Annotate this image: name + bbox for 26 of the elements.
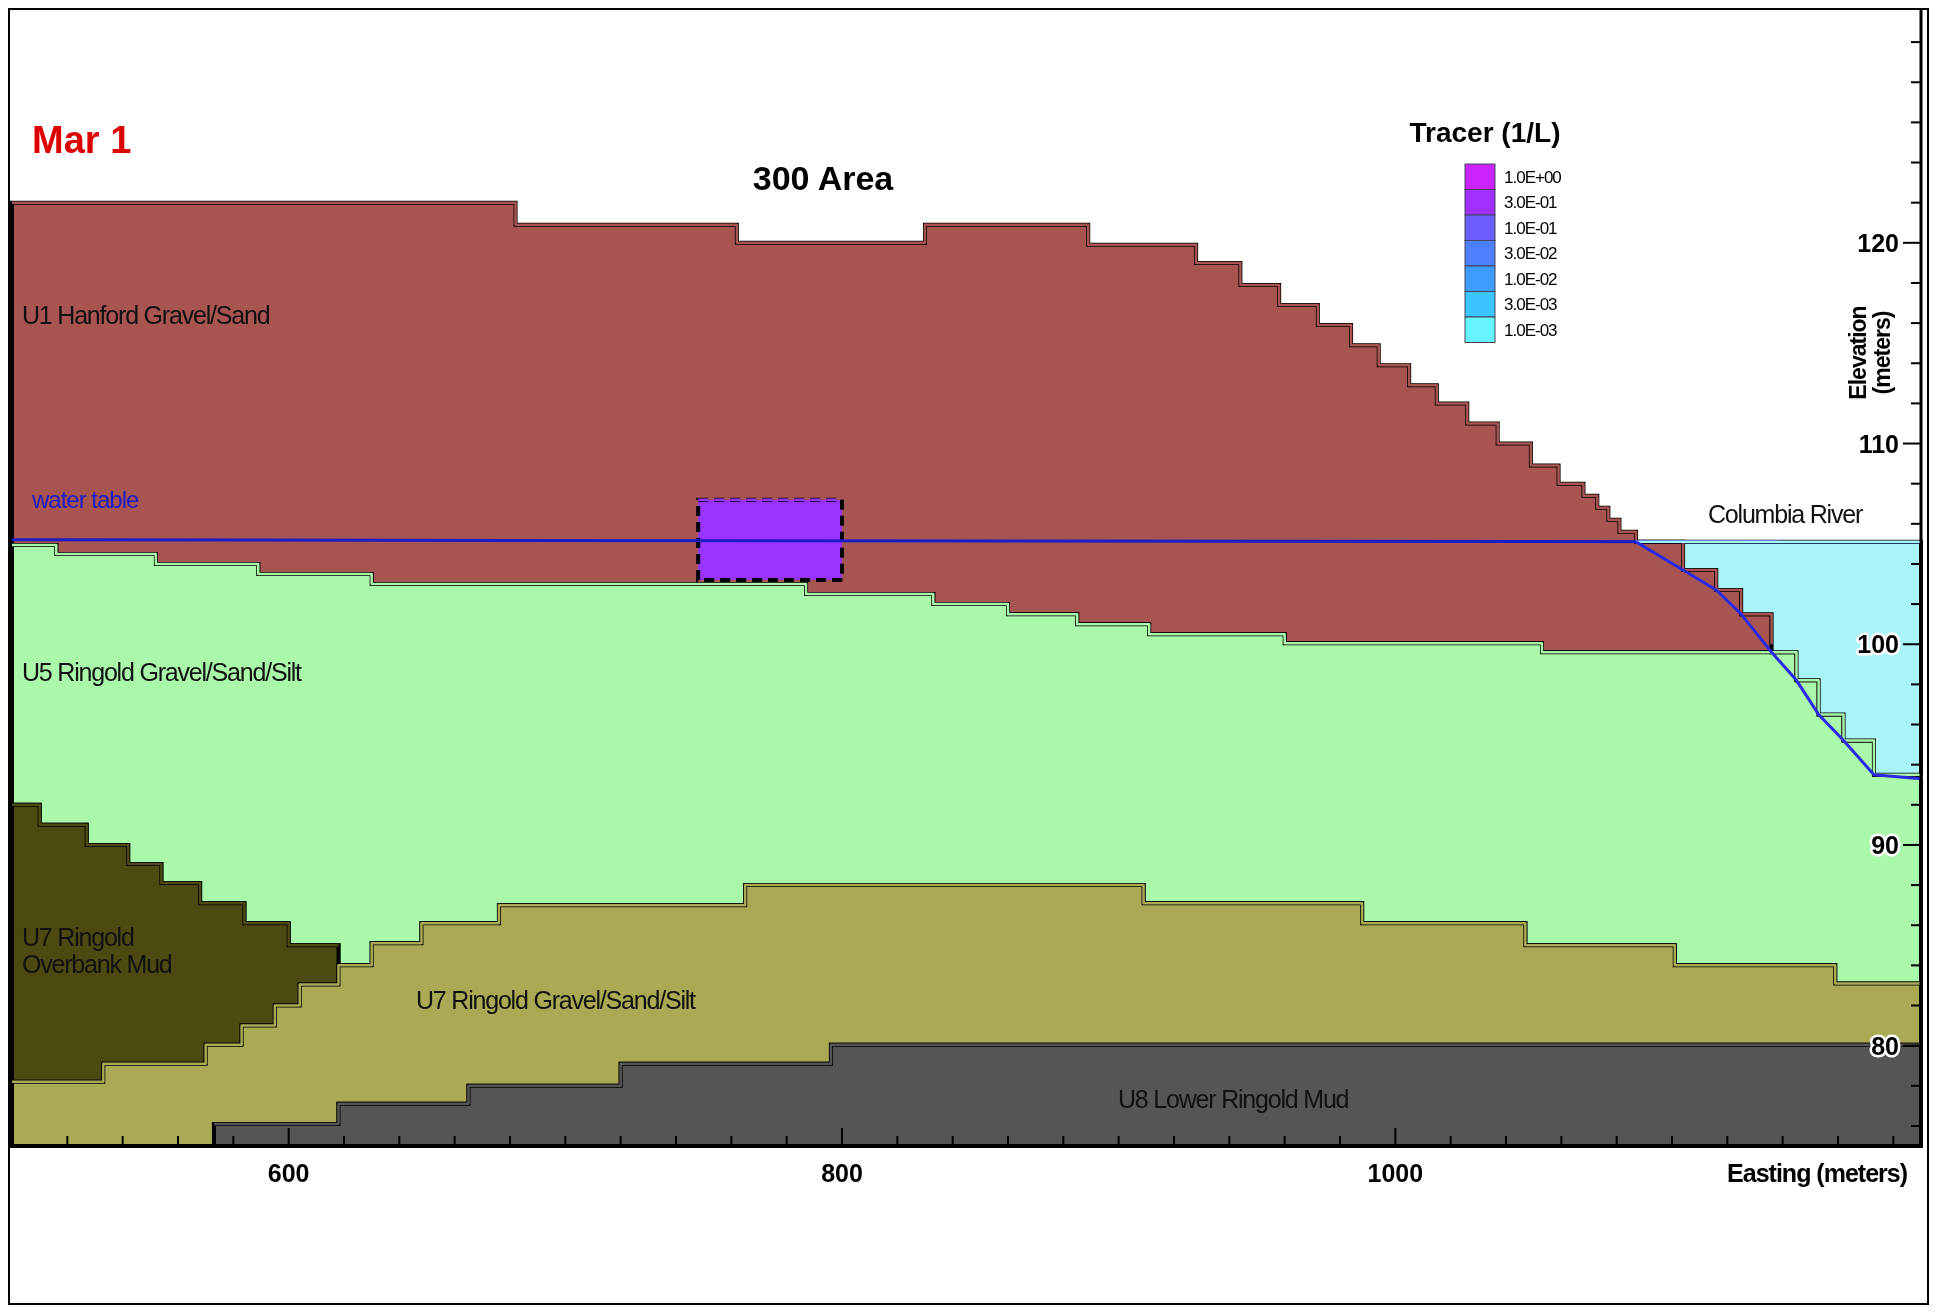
annotation: 3.0E-03: [1504, 295, 1558, 315]
x-axis-title: Easting (meters): [1727, 1159, 1908, 1187]
y-tick-label: 120: [1857, 228, 1899, 257]
annotation: U7 Ringold Overbank Mud: [22, 923, 172, 978]
x-tick-label: 800: [821, 1159, 863, 1187]
annotation: U5 Ringold Gravel/Sand/Silt: [22, 658, 303, 686]
annotation: Mar 1: [32, 119, 132, 161]
y-tick-label: 100: [1857, 630, 1899, 659]
y-axis-title: Elevation (meters): [1845, 306, 1895, 400]
series-label: water table: [31, 485, 140, 513]
text: 300 Area: [752, 159, 895, 197]
annotation: U1 Hanford Gravel/Sand: [22, 301, 270, 329]
annotation: U7 Ringold Gravel/Sand/Silt: [416, 986, 697, 1014]
annotation: 3.0E-02: [1504, 244, 1558, 264]
annotation: Tracer (1/L): [1409, 117, 1561, 148]
x-tick-label: 600: [267, 1159, 310, 1187]
y-tick-label: 110: [1858, 429, 1899, 458]
annotation: 3.0E-01: [1504, 193, 1558, 213]
x-tick-label: 1000: [1367, 1159, 1424, 1187]
annotation: 1.0E-02: [1504, 269, 1558, 289]
annotation: 1.0E-03: [1504, 320, 1558, 340]
annotation: Columbia River: [1708, 500, 1863, 528]
annotation: 1.0E+00: [1504, 167, 1562, 187]
y-tick-label: 90: [1871, 830, 1899, 859]
annotation: U8 Lower Ringold Mud: [1118, 1085, 1349, 1113]
annotation: 1.0E-01: [1504, 218, 1558, 238]
